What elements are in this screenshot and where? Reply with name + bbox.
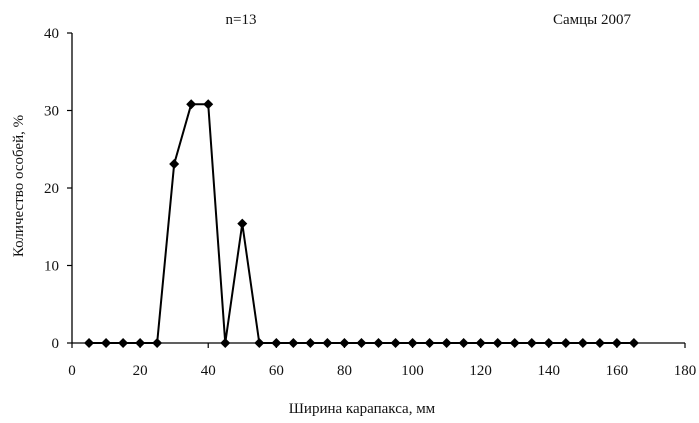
axes [71,33,685,344]
data-point-marker [526,338,537,348]
data-point-marker [560,338,571,348]
data-point-marker [237,218,248,229]
y-tick-label: 40 [44,26,59,42]
data-point-marker [152,338,163,348]
y-axis-title: Количество особей, % [11,115,27,257]
x-tick-label: 100 [401,363,424,379]
x-tick-label: 40 [201,363,216,379]
data-point-marker [407,338,418,348]
x-tick-label: 140 [538,363,561,379]
x-tick-label: 80 [337,363,352,379]
data-point-marker [84,338,95,348]
data-point-marker [203,99,214,110]
data-point-marker [628,338,639,348]
series-group [84,99,639,348]
data-point-marker [390,338,401,348]
data-point-marker [611,338,622,348]
series-line [89,103,634,344]
data-point-marker [339,338,350,348]
data-point-marker [305,338,316,348]
data-point-marker [288,338,299,348]
y-tick-label: 0 [52,336,60,352]
x-tick-label: 120 [469,363,492,379]
data-point-marker [101,338,112,348]
data-point-marker [220,338,231,348]
data-point-marker [169,158,180,169]
data-point-marker [441,338,452,348]
data-point-marker [186,99,197,110]
data-point-marker [356,338,367,348]
data-point-marker [577,338,588,348]
x-tick-label: 180 [674,363,697,379]
data-point-marker [373,338,384,348]
data-point-marker [118,338,129,348]
y-tick-label: 10 [44,259,59,275]
data-point-marker [594,338,605,348]
data-point-marker [254,338,265,348]
x-axis-title: Ширина карапакса, мм [289,401,436,417]
y-tick-label: 20 [44,181,59,197]
x-tick-label: 160 [606,363,629,379]
series-markers [84,99,639,348]
data-point-marker [543,338,554,348]
data-point-marker [458,338,469,348]
group-label: Самцы 2007 [553,12,632,28]
data-point-marker [492,338,503,348]
y-tick-label: 30 [44,104,59,120]
sample-size-label: n=13 [226,12,257,28]
x-ticks: 0 20 40 60 80 100 120 140 160 180 [68,343,696,379]
data-point-marker [509,338,520,348]
data-point-marker [475,338,486,348]
x-tick-label: 0 [68,363,76,379]
y-ticks: 0 10 20 30 40 [44,26,72,352]
data-point-marker [135,338,146,348]
data-point-marker [424,338,435,348]
x-tick-label: 20 [133,363,148,379]
x-tick-label: 60 [269,363,284,379]
data-point-marker [322,338,333,348]
data-point-marker [271,338,282,348]
